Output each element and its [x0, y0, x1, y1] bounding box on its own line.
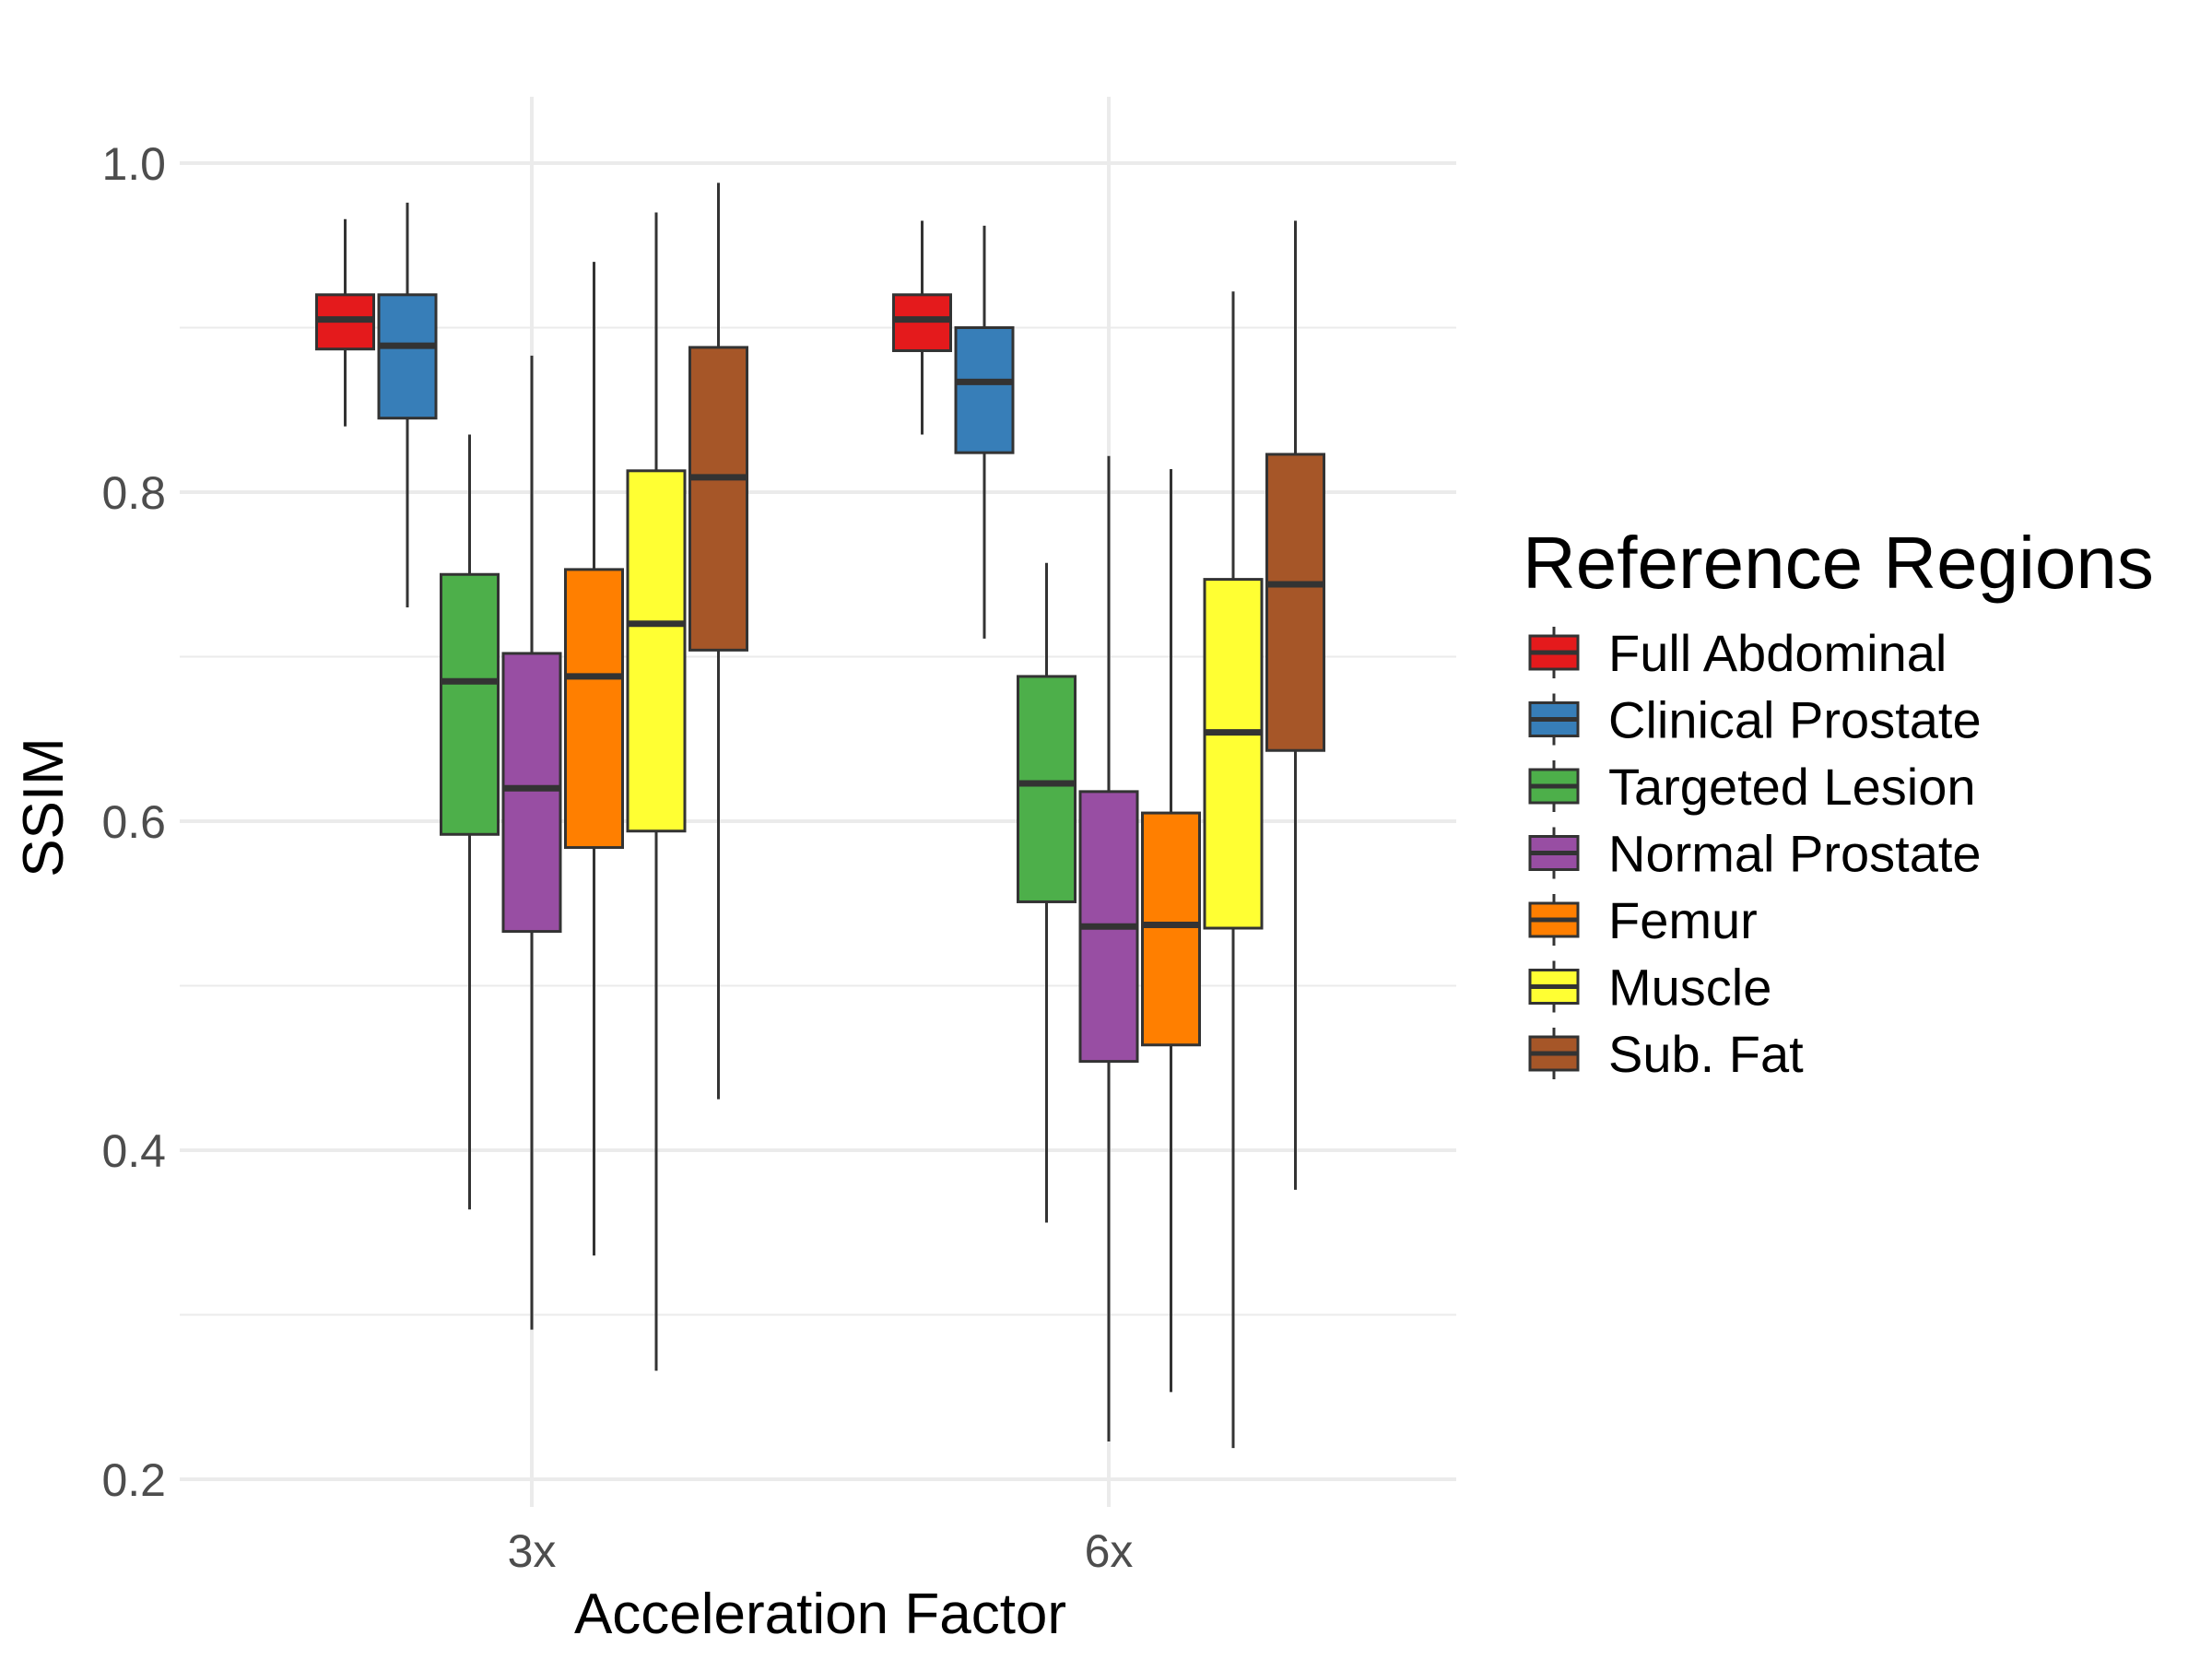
legend-item: Normal Prostate: [1528, 825, 1982, 883]
legend-item: Full Abdominal: [1528, 624, 1947, 682]
y-tick-label: 0.4: [101, 1125, 166, 1177]
box-iqr: [954, 326, 1015, 454]
x-axis-tick-labels: 3x 6x: [508, 1525, 1134, 1577]
y-tick-label: 0.8: [101, 467, 166, 519]
legend-item: Femur: [1528, 891, 1758, 949]
box-iqr: [626, 469, 687, 833]
legend-label: Targeted Lesion: [1608, 758, 1976, 816]
box-normal-prostate-6x: [1078, 455, 1139, 1441]
legend-item: Clinical Prostate: [1528, 691, 1982, 749]
legend-item: Muscle: [1528, 959, 1771, 1017]
box-muscle-3x: [626, 212, 687, 1371]
legend-item: Sub. Fat: [1528, 1025, 1804, 1083]
x-tick-label: 6x: [1085, 1525, 1134, 1577]
box-sub-fat-6x: [1265, 220, 1325, 1190]
legend-label: Sub. Fat: [1608, 1025, 1804, 1083]
box-femur-6x: [1141, 469, 1201, 1393]
box-femur-3x: [564, 262, 624, 1256]
legend-title: Reference Regions: [1523, 522, 2154, 604]
box-iqr: [564, 568, 624, 850]
x-axis-title: Acceleration Factor: [574, 1583, 1066, 1646]
legend-items: Full Abdominal Clinical Prostate Targeted …: [1528, 624, 1982, 1083]
box-iqr: [688, 346, 748, 652]
box-iqr: [501, 652, 562, 934]
box-normal-prostate-3x: [501, 355, 562, 1330]
box-iqr: [377, 293, 438, 420]
box-full-abdominal-6x: [892, 220, 952, 435]
legend-label: Full Abdominal: [1608, 624, 1947, 682]
box-iqr: [440, 572, 500, 836]
box-muscle-6x: [1203, 291, 1264, 1449]
y-axis-tick-labels: 0.2 0.4 0.6 0.8 1.0: [101, 138, 166, 1506]
legend-item: Targeted Lesion: [1528, 758, 1976, 816]
y-tick-label: 0.2: [101, 1454, 166, 1506]
box-full-abdominal-3x: [315, 218, 375, 427]
y-tick-label: 1.0: [101, 138, 166, 190]
box-clinical-prostate-6x: [954, 225, 1015, 639]
y-tick-label: 0.6: [101, 796, 166, 848]
box-clinical-prostate-3x: [377, 202, 438, 607]
legend-label: Normal Prostate: [1608, 825, 1982, 883]
legend-label: Femur: [1608, 891, 1758, 949]
box-sub-fat-3x: [688, 182, 748, 1100]
box-iqr: [1141, 811, 1201, 1047]
box-targeted-lesion-3x: [440, 434, 500, 1210]
box-iqr: [1203, 578, 1264, 930]
box-iqr: [892, 293, 952, 352]
legend-label: Muscle: [1608, 959, 1771, 1017]
box-iqr: [1265, 453, 1325, 752]
box-plots: [315, 182, 1325, 1449]
x-tick-label: 3x: [508, 1525, 557, 1577]
y-axis-title: SSIM: [12, 737, 76, 877]
legend: Reference Regions Full Abdominal Clinical…: [1523, 522, 2154, 1083]
box-iqr: [1017, 675, 1077, 903]
legend-label: Clinical Prostate: [1608, 691, 1982, 749]
box-targeted-lesion-6x: [1017, 562, 1077, 1223]
